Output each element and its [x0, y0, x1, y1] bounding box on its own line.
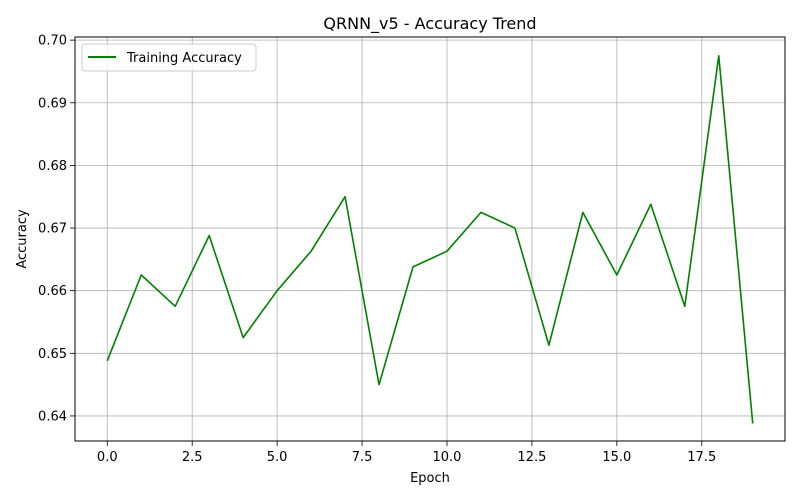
- y-tick-label: 0.68: [38, 159, 67, 174]
- chart-title: QRNN_v5 - Accuracy Trend: [323, 14, 536, 34]
- x-tick-label: 7.5: [352, 450, 373, 465]
- y-tick-label: 0.64: [38, 409, 67, 424]
- x-tick-label: 10.0: [433, 450, 462, 465]
- x-axis-label: Epoch: [410, 471, 450, 486]
- x-tick-label: 0.0: [97, 450, 118, 465]
- legend-box: [81, 43, 257, 72]
- plot-frame: [74, 36, 786, 442]
- y-axis-label: Accuracy: [15, 209, 30, 269]
- y-tick-label: 0.70: [38, 34, 67, 49]
- y-tick-label: 0.69: [38, 96, 67, 111]
- x-tick-label: 12.5: [517, 450, 546, 465]
- grid-lines: [75, 37, 785, 441]
- x-tick-label: 17.5: [687, 450, 716, 465]
- legend: Training Accuracy: [81, 43, 257, 72]
- axis-ticks: 0.0 2.5 5.0 7.5 10.0 12.5 15.0 17.5 0.64 0.65 0.66…: [38, 34, 716, 465]
- y-tick-label: 0.65: [38, 347, 67, 362]
- x-tick-label: 15.0: [602, 450, 631, 465]
- y-tick-label: 0.66: [38, 284, 67, 299]
- x-tick-label: 2.5: [182, 450, 203, 465]
- series-layer: [106, 54, 754, 424]
- legend-label-training-accuracy: Training Accuracy: [126, 51, 242, 66]
- y-tick-label: 0.67: [38, 222, 67, 237]
- series-line-training-accuracy: [106, 54, 754, 424]
- x-tick-label: 5.0: [267, 450, 288, 465]
